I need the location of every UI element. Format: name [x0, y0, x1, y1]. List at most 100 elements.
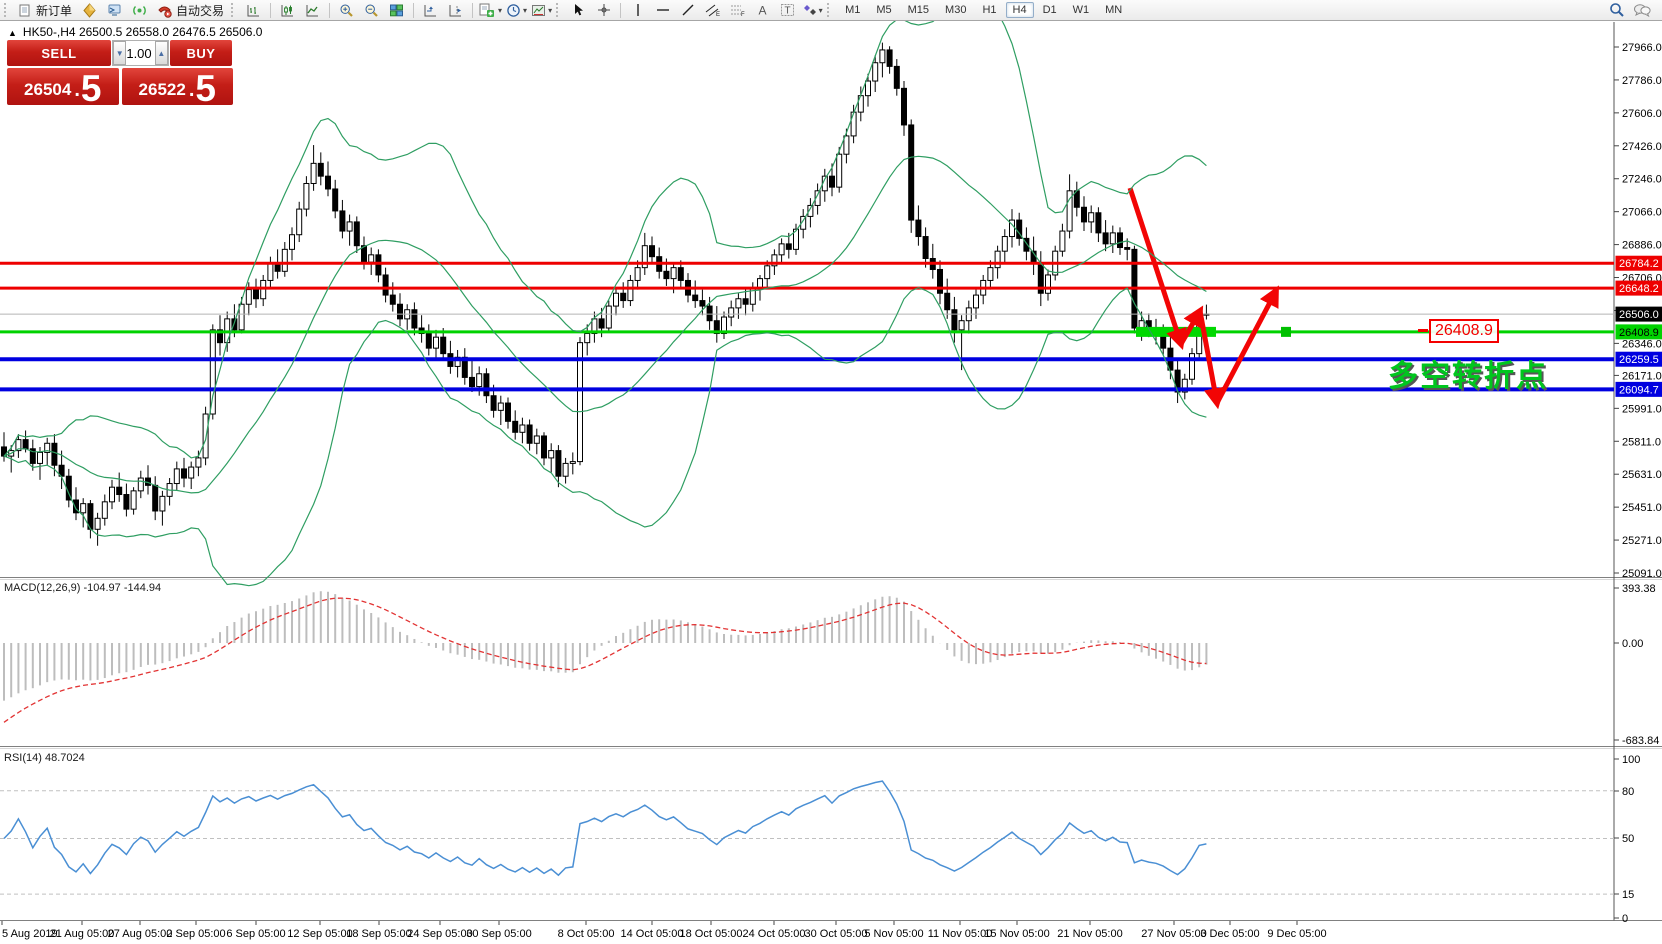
horizontal-line-objects[interactable] — [0, 261, 1614, 392]
svg-text:11 Nov 05:00: 11 Nov 05:00 — [928, 928, 993, 940]
axis-price-tags: 26784.2 26648.2 26408.9 26259.5 26094.7 26506… — [1615, 255, 1662, 397]
volume-increase-button[interactable]: ▲ — [154, 41, 168, 65]
toolbar-drag-handle[interactable] — [556, 3, 562, 17]
auto-scroll-button[interactable] — [418, 1, 443, 20]
buy-price-main: 26522 — [138, 80, 186, 99]
arrows-tool[interactable]: ▾ — [800, 1, 825, 20]
expert-advisors-button[interactable] — [102, 1, 127, 20]
trendline-tool[interactable] — [675, 1, 700, 20]
toolbar-drag-handle[interactable] — [4, 3, 10, 17]
svg-text:27066.0: 27066.0 — [1622, 207, 1662, 219]
line-chart-mode-button[interactable] — [300, 1, 325, 20]
timeframe-H1[interactable]: H1 — [982, 4, 997, 16]
trend-arrow[interactable] — [1178, 305, 1204, 346]
new-chart-button[interactable]: ▾ — [477, 1, 504, 20]
trend-arrow[interactable] — [1197, 310, 1225, 410]
timeframe-H4[interactable]: H4 — [1005, 2, 1034, 18]
svg-text:26886.0: 26886.0 — [1622, 240, 1662, 252]
crosshair-icon — [597, 4, 610, 16]
autotrading-button[interactable]: 自动交易 — [152, 1, 229, 20]
arrow-annotations[interactable] — [1127, 187, 1279, 410]
svg-text:26346.0: 26346.0 — [1622, 338, 1662, 350]
buy-button[interactable]: BUY — [170, 40, 232, 66]
candlestick-icon — [281, 4, 294, 16]
volume-stepper[interactable]: ▼ 1.00 ▲ — [112, 40, 169, 66]
trend-arrow[interactable] — [1127, 187, 1187, 350]
vertical-line-icon — [636, 4, 639, 16]
crosshair-button[interactable] — [591, 1, 616, 20]
chart-shift-button[interactable] — [443, 1, 468, 20]
svg-text:18 Oct 05:00: 18 Oct 05:00 — [680, 928, 743, 940]
periods-button[interactable]: ▾ — [504, 1, 529, 20]
gold-diamond-icon — [83, 2, 96, 18]
timeframe-M15[interactable]: M15 — [907, 4, 930, 16]
toolbar-separator — [620, 2, 622, 18]
svg-text:14 Oct 05:00: 14 Oct 05:00 — [621, 928, 684, 940]
sell-price-big-digit: 5 — [80, 68, 102, 110]
candlestick-mode-button[interactable] — [275, 1, 300, 20]
sell-price-button[interactable]: 26504. 5 — [7, 68, 119, 110]
svg-text:5 Nov 05:00: 5 Nov 05:00 — [864, 928, 923, 940]
text-label-icon: T — [781, 4, 795, 17]
horizontal-line-tool[interactable] — [650, 1, 675, 20]
rsi-panel: 100 80 50 15 0 — [0, 754, 1640, 925]
turning-point-note[interactable]: 多空转折点 — [1388, 360, 1548, 393]
buy-price-button[interactable]: 26522. 5 — [121, 68, 233, 107]
svg-text:8 Oct 05:00: 8 Oct 05:00 — [558, 928, 615, 940]
chart-ohlc-title: ▲ HK50-,H4 26500.5 26558.0 26476.5 26506.… — [8, 25, 262, 39]
price-callout-label[interactable]: 26408.9 — [1429, 319, 1499, 343]
svg-text:27426.0: 27426.0 — [1622, 141, 1662, 153]
vertical-line-tool[interactable] — [625, 1, 650, 20]
volume-value[interactable]: 1.00 — [126, 45, 152, 61]
chat-button[interactable] — [1629, 1, 1654, 20]
line-selection-handle[interactable] — [1281, 326, 1291, 337]
zoom-in-button[interactable] — [334, 1, 359, 20]
sell-price-main: 26504 — [24, 80, 72, 99]
svg-text:T: T — [785, 6, 791, 17]
text-label-tool[interactable]: T — [775, 1, 800, 20]
chart-title-text: HK50-,H4 26500.5 26558.0 26476.5 26506.0 — [22, 25, 263, 39]
tile-windows-button[interactable] — [384, 1, 409, 20]
main-toolbar: 新订单 自动交易 ▾ ▾ — [0, 0, 1662, 21]
zoom-out-button[interactable] — [359, 1, 384, 20]
svg-text:26648.2: 26648.2 — [1619, 283, 1659, 295]
signals-button[interactable] — [127, 1, 152, 20]
timeframe-MN[interactable]: MN — [1105, 4, 1123, 16]
bar-chart-mode-button[interactable] — [241, 1, 266, 20]
horizontal-line-icon — [656, 9, 669, 11]
trend-arrow[interactable] — [1214, 285, 1279, 405]
templates-button[interactable]: ▾ — [529, 1, 554, 20]
equidistant-channel-tool[interactable]: E — [700, 1, 725, 20]
search-button[interactable] — [1604, 1, 1629, 20]
new-order-button[interactable]: 新订单 — [14, 1, 77, 20]
chat-bubbles-icon — [1633, 3, 1651, 17]
toolbar-drag-handle[interactable] — [827, 3, 833, 17]
panel-collapse-icon[interactable]: ▲ — [8, 28, 17, 38]
macd-label: MACD(12,26,9) -104.97 -144.94 — [4, 582, 162, 594]
timeframe-W1[interactable]: W1 — [1072, 4, 1090, 16]
svg-text:18 Sep 05:00: 18 Sep 05:00 — [346, 928, 411, 940]
toolbar-separator — [270, 2, 272, 18]
svg-text:26784.2: 26784.2 — [1619, 258, 1659, 270]
tile-windows-icon — [390, 4, 404, 16]
toolbar-drag-handle[interactable] — [231, 3, 237, 17]
cursor-button[interactable] — [566, 1, 591, 20]
timeframe-D1[interactable]: D1 — [1042, 4, 1057, 16]
fibonacci-tool[interactable]: F — [725, 1, 750, 20]
svg-text:0.00: 0.00 — [1622, 638, 1643, 650]
mql-market-button[interactable] — [77, 1, 102, 20]
svg-text:27966.0: 27966.0 — [1622, 42, 1662, 54]
svg-text:-683.84: -683.84 — [1622, 735, 1659, 747]
svg-text:26171.0: 26171.0 — [1622, 370, 1662, 382]
timeframe-M1[interactable]: M1 — [845, 4, 861, 16]
volume-decrease-button[interactable]: ▼ — [113, 41, 127, 65]
sell-button[interactable]: SELL — [7, 40, 111, 66]
text-tool[interactable]: A — [750, 1, 775, 20]
svg-text:5 Aug 2019: 5 Aug 2019 — [2, 928, 58, 940]
timeframe-M30[interactable]: M30 — [945, 4, 967, 16]
search-icon — [1609, 3, 1624, 17]
panel-borders — [0, 22, 1662, 921]
timeframe-M5[interactable]: M5 — [876, 4, 892, 16]
